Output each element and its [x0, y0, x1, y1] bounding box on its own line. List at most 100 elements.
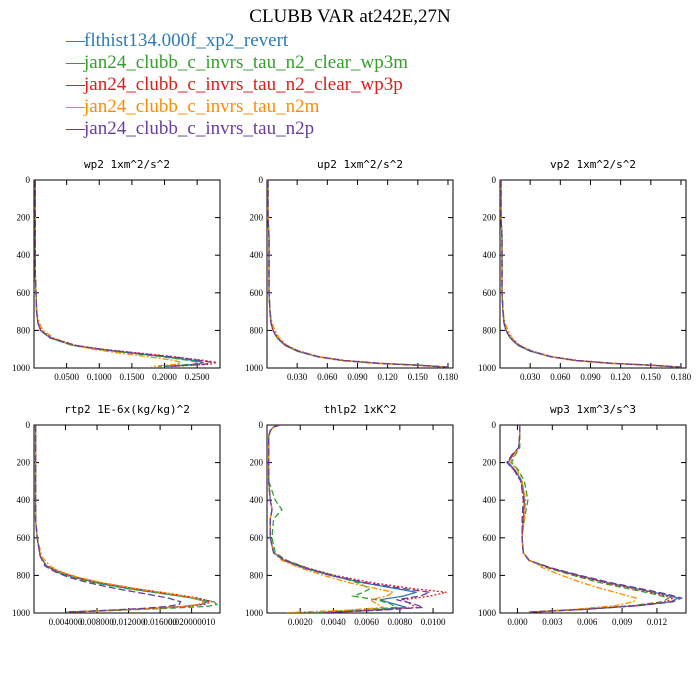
series-line	[34, 425, 182, 613]
panel-frame	[33, 179, 221, 369]
x-tick-label: 0.180	[438, 372, 459, 382]
panel-title: thlp2 1xK^2	[324, 403, 397, 416]
panel-frame	[33, 424, 221, 614]
panel-frame	[266, 424, 454, 614]
series-line	[500, 180, 682, 368]
y-tick-label: 600	[17, 288, 31, 298]
x-tick-label: 0.0040	[321, 617, 346, 627]
y-tick-label: 1000	[478, 363, 497, 373]
x-tick-label: 0.006	[577, 617, 598, 627]
x-tick-label: 0.0500	[54, 372, 79, 382]
panel-frame	[266, 179, 454, 369]
x-tick-label: 0.0080	[387, 617, 412, 627]
y-tick-label: 400	[17, 495, 31, 505]
series-line	[509, 425, 638, 613]
y-tick-label: 1000	[12, 608, 31, 618]
legend-label: flthist134.000f_xp2_revert	[84, 30, 289, 51]
y-tick-label: 0	[259, 175, 264, 185]
chart-panel: wp2 1xm^2/s^2 0 200 400 600 800 1000 0.0500 0.10…	[12, 158, 221, 382]
series-line	[268, 425, 431, 613]
x-tick-label: 0.004000	[49, 617, 83, 627]
series-line	[34, 425, 206, 613]
x-tick-label: 0.180	[671, 372, 692, 382]
x-tick-label: 0.0060	[354, 617, 379, 627]
series-line	[34, 180, 183, 368]
panel-frame	[499, 179, 687, 369]
series-line	[268, 425, 399, 613]
y-tick-label: 400	[250, 250, 264, 260]
x-tick-label: 0.012	[647, 617, 667, 627]
legend-label: jan24_clubb_c_invrs_tau_n2p	[84, 118, 315, 139]
y-tick-label: 200	[17, 213, 31, 223]
series-line	[34, 180, 212, 368]
series-line	[506, 425, 684, 613]
panel-title: wp3 1xm^3/s^3	[550, 403, 636, 416]
x-tick-label: 0.150	[641, 372, 662, 382]
y-tick-label: 600	[250, 533, 264, 543]
series-line	[34, 180, 217, 368]
series-line	[500, 180, 682, 368]
y-tick-label: 800	[483, 325, 497, 335]
legend: —flthist134.000f_xp2_revert —jan24_clubb…	[66, 30, 408, 140]
y-tick-label: 200	[17, 458, 31, 468]
series-line	[267, 180, 449, 368]
y-tick-label: 800	[17, 325, 31, 335]
series-line	[34, 180, 204, 368]
x-tick-label: 0.009	[612, 617, 633, 627]
y-tick-label: 400	[17, 250, 31, 260]
legend-label: jan24_clubb_c_invrs_tau_n2_clear_wp3m	[84, 52, 408, 73]
y-tick-label: 0	[26, 420, 31, 430]
panel-title: rtp2 1E-6x(kg/kg)^2	[64, 403, 190, 416]
series-line	[268, 425, 417, 613]
x-tick-label: 0.120	[611, 372, 632, 382]
y-tick-label: 600	[483, 533, 497, 543]
y-tick-label: 0	[259, 420, 264, 430]
x-tick-label: 0.030	[287, 372, 308, 382]
legend-entry: —flthist134.000f_xp2_revert	[66, 30, 408, 52]
figure-title: CLUBB VAR at242E,27N	[249, 6, 451, 27]
y-tick-label: 1000	[245, 363, 264, 373]
y-tick-label: 400	[250, 495, 264, 505]
series-line	[34, 425, 215, 613]
y-tick-label: 600	[250, 288, 264, 298]
series-line	[267, 180, 449, 368]
panel-title: up2 1xm^2/s^2	[317, 158, 403, 171]
legend-entry: —jan24_clubb_c_invrs_tau_n2p	[66, 118, 408, 140]
x-tick-label: 0.2500	[185, 372, 210, 382]
x-tick-label: 0.012000	[112, 617, 146, 627]
y-tick-label: 0	[492, 175, 497, 185]
x-tick-label: 0.000	[507, 617, 528, 627]
panel-title: wp2 1xm^2/s^2	[84, 158, 170, 171]
x-tick-label: 0.1000	[87, 372, 112, 382]
series-line	[267, 180, 449, 368]
y-tick-label: 600	[17, 533, 31, 543]
panel-title: vp2 1xm^2/s^2	[550, 158, 636, 171]
x-tick-label: 0.060	[550, 372, 571, 382]
series-line	[267, 180, 449, 368]
y-tick-label: 0	[26, 175, 31, 185]
y-tick-label: 400	[483, 250, 497, 260]
y-tick-label: 1000	[245, 608, 264, 618]
x-tick-label: 0.016000	[143, 617, 177, 627]
x-tick-label: 0.060	[317, 372, 338, 382]
series-line	[507, 425, 680, 613]
y-tick-label: 400	[483, 495, 497, 505]
x-tick-label: 0.150	[408, 372, 429, 382]
chart-panel: vp2 1xm^2/s^2 0 200 400 600 800 1000 0.030 0.060…	[478, 158, 692, 382]
chart-panel: rtp2 1E-6x(kg/kg)^2 0 200 400 600 800 1000 0.00…	[12, 403, 221, 627]
series-line	[500, 180, 682, 368]
x-tick-label: 0.003	[542, 617, 563, 627]
y-tick-label: 800	[250, 570, 264, 580]
x-tick-label: 0.020000010	[168, 617, 216, 627]
y-tick-label: 200	[250, 213, 264, 223]
series-line	[34, 425, 210, 613]
chart-panel: wp3 1xm^3/s^3 0 200 400 600 800 1000 0.000 0.003…	[478, 403, 687, 627]
x-tick-label: 0.1500	[120, 372, 145, 382]
y-tick-label: 200	[483, 458, 497, 468]
series-line	[506, 425, 675, 613]
legend-entry: —jan24_clubb_c_invrs_tau_n2_clear_wp3m	[66, 52, 408, 74]
x-tick-label: 0.030	[520, 372, 541, 382]
y-tick-label: 800	[483, 570, 497, 580]
legend-entry: —jan24_clubb_c_invrs_tau_n2m	[66, 96, 408, 118]
